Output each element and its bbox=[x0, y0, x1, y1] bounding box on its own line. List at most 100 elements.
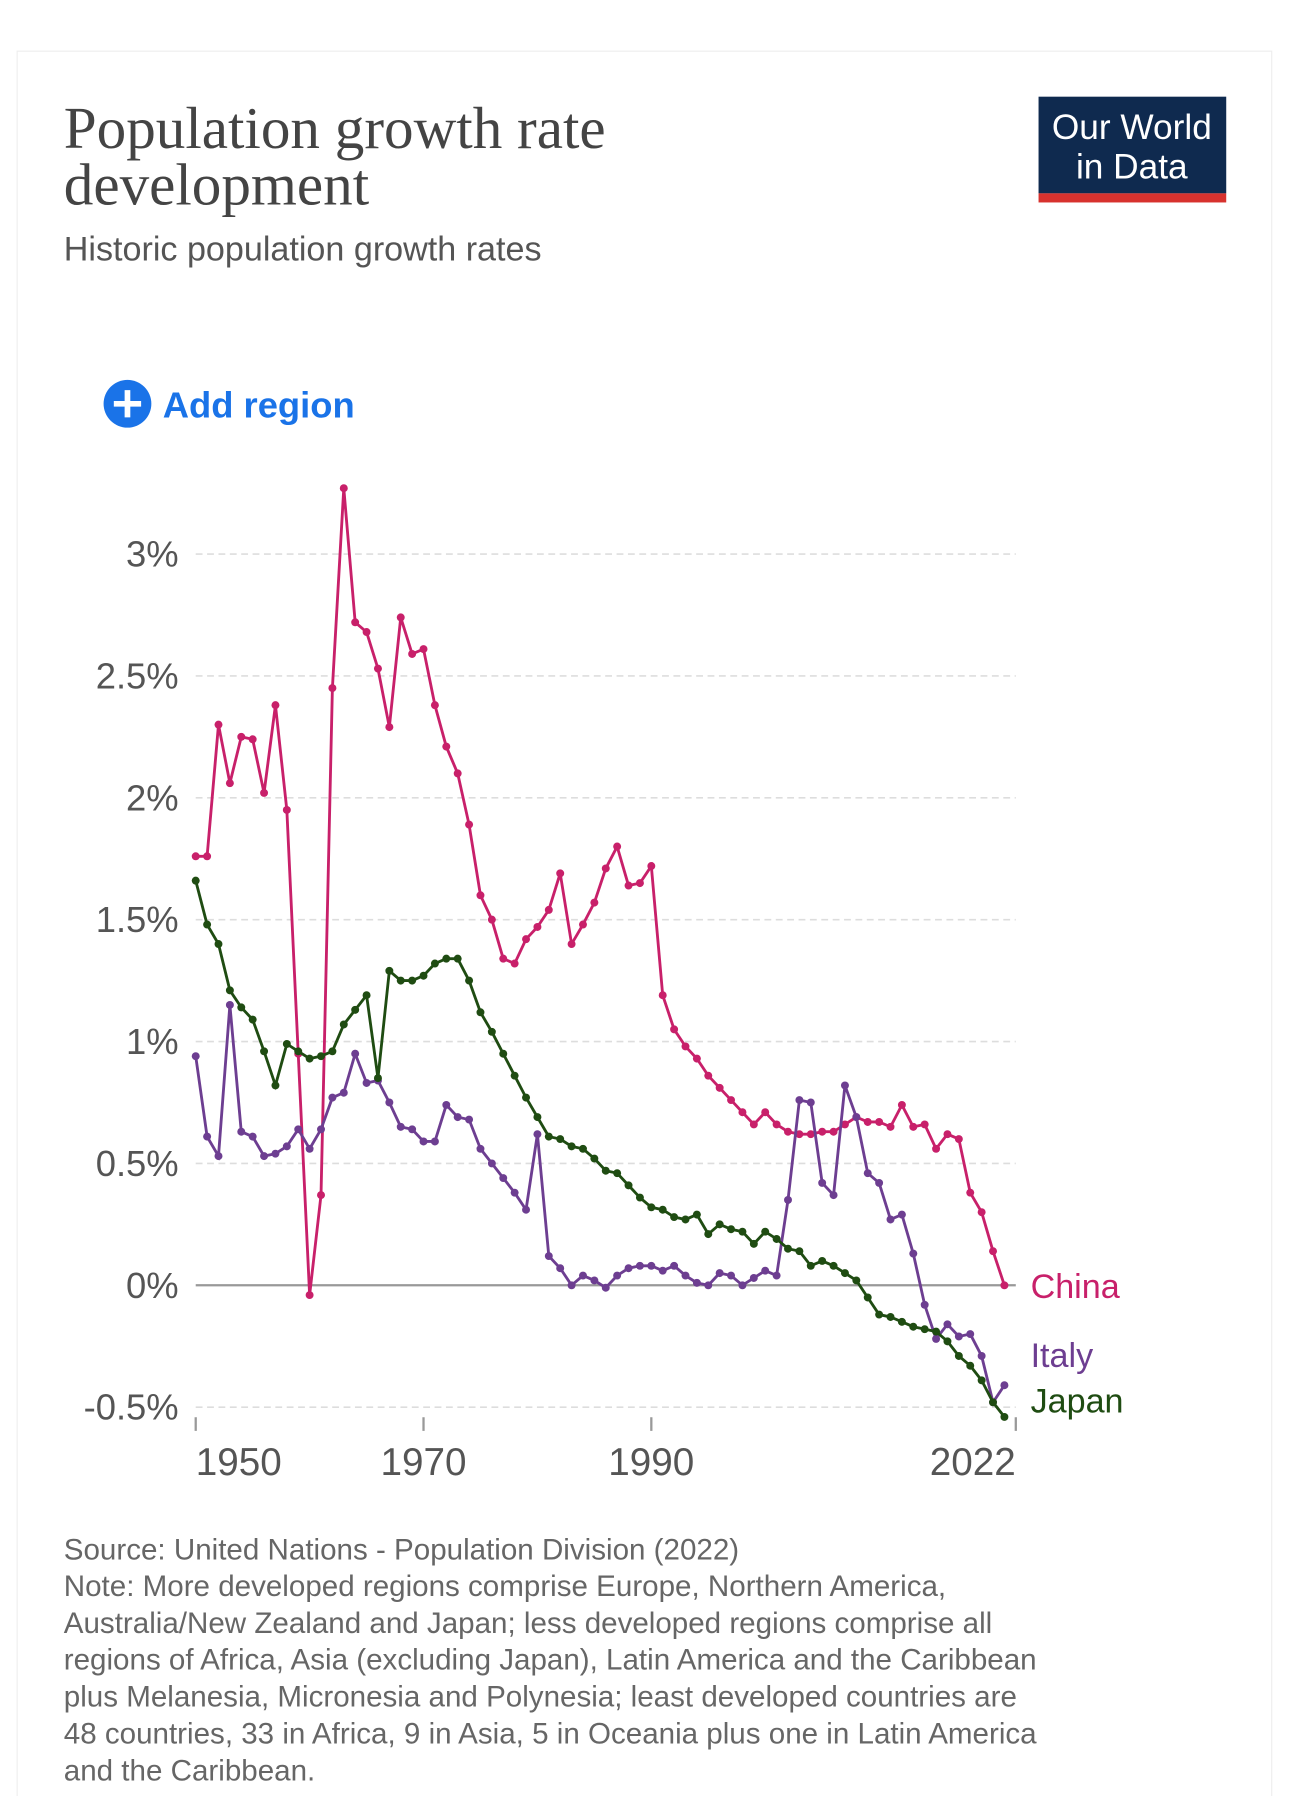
data-point bbox=[875, 1310, 884, 1319]
data-point bbox=[886, 1313, 895, 1321]
data-point bbox=[681, 1042, 690, 1051]
data-point bbox=[499, 1174, 508, 1183]
data-point bbox=[749, 1239, 758, 1248]
logo-text: in Data bbox=[1076, 148, 1188, 187]
note: Note: More developed regions comprise Eu… bbox=[64, 1570, 1037, 1788]
data-point bbox=[704, 1071, 713, 1080]
data-point bbox=[203, 1132, 212, 1141]
note-line: 48 countries, 33 in Africa, 9 in Asia, 5… bbox=[64, 1718, 1037, 1751]
data-point bbox=[727, 1225, 736, 1234]
data-point bbox=[989, 1398, 998, 1407]
data-point bbox=[749, 1274, 758, 1282]
data-point bbox=[886, 1122, 895, 1131]
data-point bbox=[840, 1120, 849, 1129]
data-point bbox=[487, 1159, 496, 1168]
data-point bbox=[704, 1281, 713, 1290]
data-point bbox=[715, 1083, 724, 1092]
data-point bbox=[305, 1144, 314, 1153]
data-point bbox=[772, 1271, 781, 1280]
data-point bbox=[647, 1261, 656, 1270]
data-point bbox=[317, 1052, 325, 1061]
data-point bbox=[658, 1266, 667, 1275]
data-point bbox=[601, 1166, 610, 1175]
data-point bbox=[749, 1120, 758, 1129]
y-tick-label: 3% bbox=[126, 534, 179, 575]
data-point bbox=[772, 1120, 781, 1129]
data-point bbox=[886, 1215, 895, 1224]
data-point bbox=[681, 1215, 690, 1224]
data-point bbox=[430, 701, 439, 710]
data-point bbox=[271, 701, 280, 710]
data-point bbox=[613, 1271, 622, 1280]
data-point bbox=[499, 954, 508, 963]
data-point bbox=[305, 1054, 314, 1063]
data-point bbox=[590, 1154, 599, 1163]
data-point bbox=[362, 991, 371, 1000]
data-point bbox=[715, 1220, 724, 1229]
data-point bbox=[909, 1122, 918, 1131]
data-point bbox=[738, 1108, 747, 1117]
data-point bbox=[339, 484, 348, 493]
data-point bbox=[385, 1098, 394, 1107]
data-point bbox=[897, 1317, 906, 1326]
data-point bbox=[453, 769, 462, 778]
data-point bbox=[692, 1054, 701, 1063]
data-point bbox=[203, 852, 212, 861]
data-point bbox=[510, 1188, 519, 1197]
data-point bbox=[522, 935, 531, 944]
data-point bbox=[761, 1227, 770, 1236]
data-point bbox=[465, 976, 474, 985]
add-region-button[interactable]: Add region bbox=[103, 379, 355, 428]
data-point bbox=[225, 1000, 234, 1009]
data-point bbox=[852, 1113, 861, 1122]
data-point bbox=[556, 1264, 565, 1273]
data-point bbox=[635, 879, 644, 888]
data-point bbox=[396, 1122, 405, 1131]
y-tick-label: 1% bbox=[126, 1021, 179, 1062]
y-tick-label: -0.5% bbox=[84, 1387, 179, 1428]
data-point bbox=[761, 1266, 770, 1275]
data-point bbox=[408, 976, 417, 985]
logo-text: Our World bbox=[1052, 108, 1212, 147]
data-point bbox=[567, 1281, 576, 1290]
data-point bbox=[635, 1193, 644, 1202]
data-point bbox=[260, 1047, 269, 1056]
data-point bbox=[578, 920, 587, 929]
data-point bbox=[943, 1337, 952, 1346]
data-point bbox=[408, 649, 417, 658]
data-point bbox=[829, 1261, 838, 1270]
x-tick-label: 2022 bbox=[930, 1441, 1016, 1484]
add-region[interactable]: Add region bbox=[163, 384, 355, 425]
data-point bbox=[510, 1071, 519, 1080]
data-point bbox=[601, 864, 610, 873]
logo-bar bbox=[1038, 193, 1227, 203]
data-point bbox=[692, 1278, 701, 1287]
data-point bbox=[396, 613, 405, 622]
data-point bbox=[932, 1334, 941, 1343]
data-point bbox=[613, 842, 622, 851]
data-point bbox=[806, 1130, 815, 1139]
data-point bbox=[715, 1269, 724, 1278]
data-point bbox=[590, 1276, 599, 1285]
data-point bbox=[624, 1264, 633, 1273]
data-point bbox=[237, 1003, 246, 1012]
data-point bbox=[977, 1376, 986, 1385]
data-point bbox=[339, 1020, 348, 1029]
add-icon-plus[interactable] bbox=[113, 390, 142, 418]
source: Source: United Nations - Population Divi… bbox=[64, 1533, 739, 1566]
data-point bbox=[818, 1178, 827, 1187]
data-point bbox=[339, 1088, 348, 1097]
data-point bbox=[453, 954, 462, 963]
data-point bbox=[863, 1118, 872, 1126]
data-point bbox=[647, 862, 656, 871]
data-point bbox=[624, 1181, 633, 1190]
data-point bbox=[954, 1332, 963, 1341]
series-label: Japan bbox=[1031, 1383, 1124, 1421]
data-point bbox=[248, 735, 257, 744]
data-point bbox=[442, 742, 451, 751]
data-point bbox=[977, 1208, 986, 1217]
data-point bbox=[419, 1137, 428, 1146]
data-point bbox=[863, 1293, 872, 1302]
data-point bbox=[225, 986, 234, 995]
data-point bbox=[430, 1137, 439, 1146]
